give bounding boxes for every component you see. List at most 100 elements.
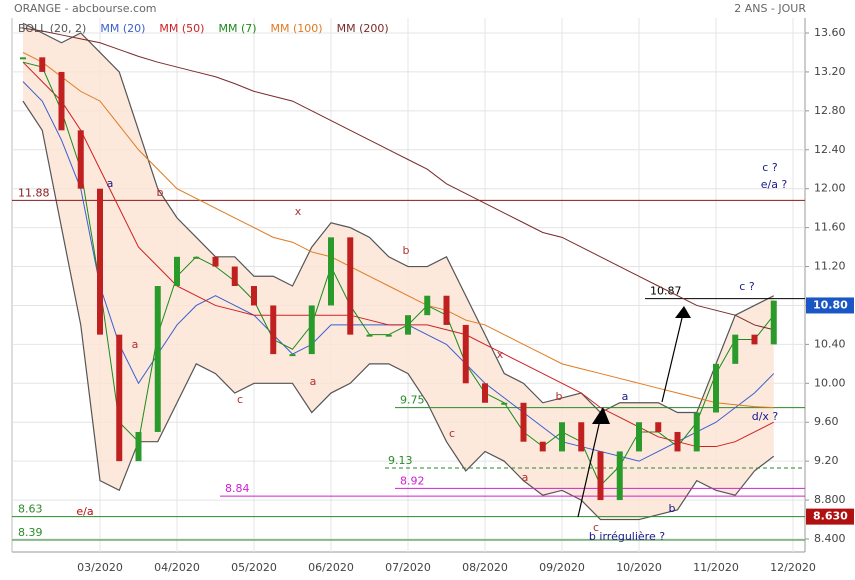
x-tick-label: 08/2020	[462, 561, 508, 574]
x-tick-label: 10/2020	[616, 561, 662, 574]
annotation: b	[403, 244, 410, 257]
x-tick-label: 03/2020	[77, 561, 123, 574]
x-tick-label: 12/2020	[770, 561, 816, 574]
candle	[713, 363, 719, 413]
y-tick-label: 12.40	[814, 143, 846, 156]
candle	[154, 286, 161, 432]
candle	[539, 441, 546, 452]
candle	[212, 256, 219, 267]
level-label: 8.84	[225, 482, 250, 495]
level-label: 11.88	[18, 186, 50, 199]
y-tick-label: 10.00	[814, 376, 846, 389]
candle	[732, 334, 739, 364]
candle	[616, 451, 623, 501]
candle	[578, 422, 585, 452]
candle	[443, 295, 450, 325]
annotation: e/a	[76, 505, 93, 518]
candle	[770, 300, 777, 345]
arrowhead	[592, 407, 610, 424]
candle	[39, 57, 46, 72]
annotation: a	[132, 338, 139, 351]
x-tick-label: 09/2020	[539, 561, 585, 574]
annotation: c ?	[762, 161, 778, 174]
candle	[674, 431, 681, 452]
annotation: e/a ?	[761, 178, 788, 191]
y-tick-label: 11.20	[814, 260, 846, 273]
y-tick-label: 12.00	[814, 182, 846, 195]
candle	[174, 256, 180, 286]
y-tick-label: 9.60	[814, 415, 839, 428]
annotation: x	[295, 205, 302, 218]
candle	[482, 383, 488, 403]
candle	[97, 188, 103, 335]
candle	[231, 266, 238, 286]
candle	[77, 130, 84, 189]
price-tag-label: 8.630	[813, 510, 848, 523]
level-label: 8.92	[400, 474, 425, 487]
price-tag	[806, 297, 854, 314]
candle	[20, 57, 26, 60]
legend-entry: BOLL (20, 2)	[18, 22, 86, 35]
annotation: b	[556, 390, 563, 403]
annotation: a	[107, 177, 114, 190]
candle	[655, 422, 662, 432]
annotation: b	[157, 186, 164, 199]
level-label: 8.39	[18, 526, 43, 539]
level-label: 8.63	[18, 503, 43, 516]
candle	[559, 422, 565, 452]
x-tick-label: 04/2020	[154, 561, 200, 574]
candle	[116, 334, 123, 462]
price-tag	[806, 508, 854, 525]
y-tick-label: 13.20	[814, 65, 846, 78]
candle	[251, 286, 257, 306]
candle	[424, 295, 431, 316]
candle	[193, 256, 200, 259]
candle	[347, 237, 354, 335]
price-tag-label: 10.80	[813, 298, 848, 311]
candle	[751, 334, 758, 345]
candle	[597, 451, 604, 501]
y-tick-label: 12.80	[814, 104, 846, 117]
annotation: c	[237, 393, 243, 406]
period: 2 ANS - JOUR	[734, 2, 806, 15]
x-tick-label: 07/2020	[385, 561, 431, 574]
ma-line	[22, 52, 774, 409]
x-tick-label: 11/2020	[693, 561, 739, 574]
arrow	[661, 317, 683, 403]
annotation: d/x ?	[752, 410, 779, 423]
arrow	[577, 419, 601, 518]
candle	[308, 305, 315, 355]
ma-line	[22, 27, 774, 331]
x-tick-label: 06/2020	[308, 561, 354, 574]
candle	[289, 354, 296, 357]
level-label: 9.75	[400, 394, 425, 407]
candle	[58, 71, 65, 131]
candle	[636, 422, 642, 452]
arrowhead	[675, 306, 691, 318]
y-tick-label: 10.40	[814, 337, 846, 350]
bollinger-area	[23, 23, 774, 520]
legend-entry: MM (100)	[271, 22, 323, 35]
legend-entry: MM (200)	[337, 22, 389, 35]
annotation: c ?	[739, 280, 755, 293]
candle	[366, 334, 373, 337]
plot: 8.400 8.800 9.20 9.60 10.00 10.40 10.80 11.20 11…	[12, 18, 854, 574]
legend-entry: MM (50)	[159, 22, 204, 35]
y-tick-label: 11.60	[814, 221, 846, 234]
annotation: a	[310, 375, 317, 388]
annotation: a	[522, 471, 529, 484]
candle	[135, 431, 142, 462]
annotation: b irrégulière ?	[589, 530, 665, 543]
ma-line	[22, 61, 775, 487]
candle	[328, 237, 334, 306]
y-tick-label: 8.400	[814, 532, 846, 545]
candle	[462, 324, 469, 384]
candle	[385, 334, 392, 337]
candle	[405, 315, 411, 335]
y-tick-label: 9.20	[814, 454, 839, 467]
candle	[501, 402, 508, 405]
y-tick-label: 8.800	[814, 493, 846, 506]
annotation: b	[669, 502, 676, 515]
level-label: 9.13	[388, 454, 413, 467]
